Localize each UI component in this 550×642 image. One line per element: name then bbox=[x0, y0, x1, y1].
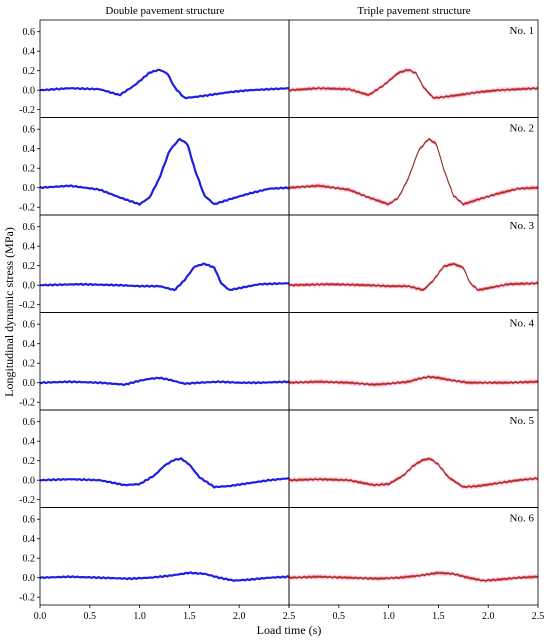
y-tick-label-4-0: -0.2 bbox=[19, 398, 35, 409]
x-tick-label-0-5: 2.5 bbox=[283, 611, 296, 622]
y-tick-label-5-0: -0.2 bbox=[19, 495, 35, 506]
y-tick-label-5-2: 0.2 bbox=[23, 456, 36, 467]
x-tick-label-1-4: 2.0 bbox=[482, 611, 495, 622]
panel-frame-1-triple bbox=[288, 19, 539, 118]
x-tick-label-1-1: 0.5 bbox=[333, 611, 346, 622]
panel-frame-4-triple bbox=[288, 312, 539, 411]
y-tick-label-1-1: 0.0 bbox=[23, 86, 36, 97]
y-tick-label-5-1: 0.0 bbox=[23, 476, 36, 487]
triple-halo-2 bbox=[289, 136, 538, 207]
y-tick-label-3-2: 0.2 bbox=[23, 261, 36, 272]
x-tick-label-1-2: 1.0 bbox=[382, 611, 395, 622]
x-tick-label-0-4: 2.0 bbox=[233, 611, 246, 622]
panel-frame-3-triple bbox=[288, 214, 539, 313]
x-tick-label-0-1: 0.5 bbox=[84, 611, 97, 622]
x-tick-label-0-0: 0.0 bbox=[34, 611, 47, 622]
y-tick-label-2-4: 0.6 bbox=[23, 125, 36, 136]
panel-label-5: No. 5 bbox=[510, 415, 535, 427]
y-tick-label-6-4: 0.6 bbox=[23, 515, 36, 526]
double-line-4 bbox=[39, 376, 290, 386]
triple-line-3 bbox=[288, 263, 539, 291]
triple-line-1 bbox=[288, 69, 539, 99]
y-tick-label-6-3: 0.4 bbox=[23, 534, 36, 545]
triple-halo-5 bbox=[289, 456, 538, 490]
y-tick-label-6-1: 0.0 bbox=[23, 573, 36, 584]
y-tick-label-6-2: 0.2 bbox=[23, 554, 36, 565]
double-line-5 bbox=[40, 457, 290, 489]
panel-frame-3-double bbox=[39, 214, 290, 313]
y-tick-label-1-0: -0.2 bbox=[19, 105, 35, 116]
y-tick-label-1-4: 0.6 bbox=[23, 27, 36, 38]
y-tick-label-1-2: 0.2 bbox=[23, 66, 36, 77]
triple-band-1 bbox=[289, 68, 538, 100]
triple-line-5 bbox=[288, 458, 539, 488]
triple-line-4 bbox=[288, 375, 539, 386]
y-tick-label-2-3: 0.4 bbox=[23, 144, 36, 155]
panel-frame-4-double bbox=[39, 312, 290, 411]
panel-frame-5-triple bbox=[288, 409, 539, 508]
x-axis-label: Load time (s) bbox=[257, 623, 322, 637]
x-tick-label-1-3: 1.5 bbox=[432, 611, 445, 622]
y-tick-label-3-4: 0.6 bbox=[23, 222, 36, 233]
double-line-3 bbox=[39, 262, 289, 292]
y-tick-label-2-0: -0.2 bbox=[19, 203, 35, 214]
panel-frame-5-double bbox=[39, 409, 290, 508]
double-line-6 bbox=[39, 571, 290, 582]
panel-frame-6-double bbox=[39, 507, 290, 606]
y-tick-label-1-3: 0.4 bbox=[23, 47, 36, 58]
y-tick-label-4-3: 0.4 bbox=[23, 339, 36, 350]
panel-frame-1-double bbox=[39, 19, 290, 118]
panel-label-1: No. 1 bbox=[510, 25, 534, 37]
panel-frame-6-triple bbox=[288, 507, 539, 606]
y-tick-label-3-1: 0.0 bbox=[23, 281, 36, 292]
panel-label-4: No. 4 bbox=[510, 318, 535, 330]
x-tick-label-1-5: 2.5 bbox=[532, 611, 545, 622]
triple-line-2 bbox=[289, 138, 539, 206]
panel-label-2: No. 2 bbox=[510, 123, 534, 135]
y-tick-label-4-4: 0.6 bbox=[23, 320, 36, 331]
y-axis-label: Longitudinal dynamic stress (MPa) bbox=[2, 227, 16, 397]
y-tick-label-2-2: 0.2 bbox=[23, 164, 36, 175]
y-tick-label-2-1: 0.0 bbox=[23, 183, 36, 194]
y-tick-label-4-2: 0.2 bbox=[23, 359, 36, 370]
x-tick-label-0-3: 1.5 bbox=[183, 611, 196, 622]
double-line-1 bbox=[39, 68, 290, 100]
y-tick-label-5-3: 0.4 bbox=[23, 437, 36, 448]
y-tick-label-4-1: 0.0 bbox=[23, 378, 36, 389]
triple-line-6 bbox=[289, 572, 539, 582]
triple-band-4 bbox=[289, 375, 538, 387]
x-tick-label-0-2: 1.0 bbox=[133, 611, 146, 622]
triple-band-2 bbox=[289, 138, 538, 207]
y-tick-label-5-4: 0.6 bbox=[23, 417, 36, 428]
column-title-left: Double pavement structure bbox=[105, 5, 224, 17]
y-tick-label-3-0: -0.2 bbox=[19, 300, 35, 311]
column-title-right: Triple pavement structure bbox=[357, 5, 470, 17]
y-tick-label-6-0: -0.2 bbox=[19, 593, 35, 604]
panel-label-6: No. 6 bbox=[510, 513, 535, 525]
y-tick-label-3-3: 0.4 bbox=[23, 242, 36, 253]
triple-band-3 bbox=[289, 262, 538, 292]
double-line-2 bbox=[39, 137, 290, 206]
panel-label-3: No. 3 bbox=[510, 220, 535, 232]
panel-grid: No. 1 -0.2 0.0 0.2 0.4 0.6 No. 2 -0.2 0.0 0.2 0.4 0… bbox=[19, 19, 545, 622]
